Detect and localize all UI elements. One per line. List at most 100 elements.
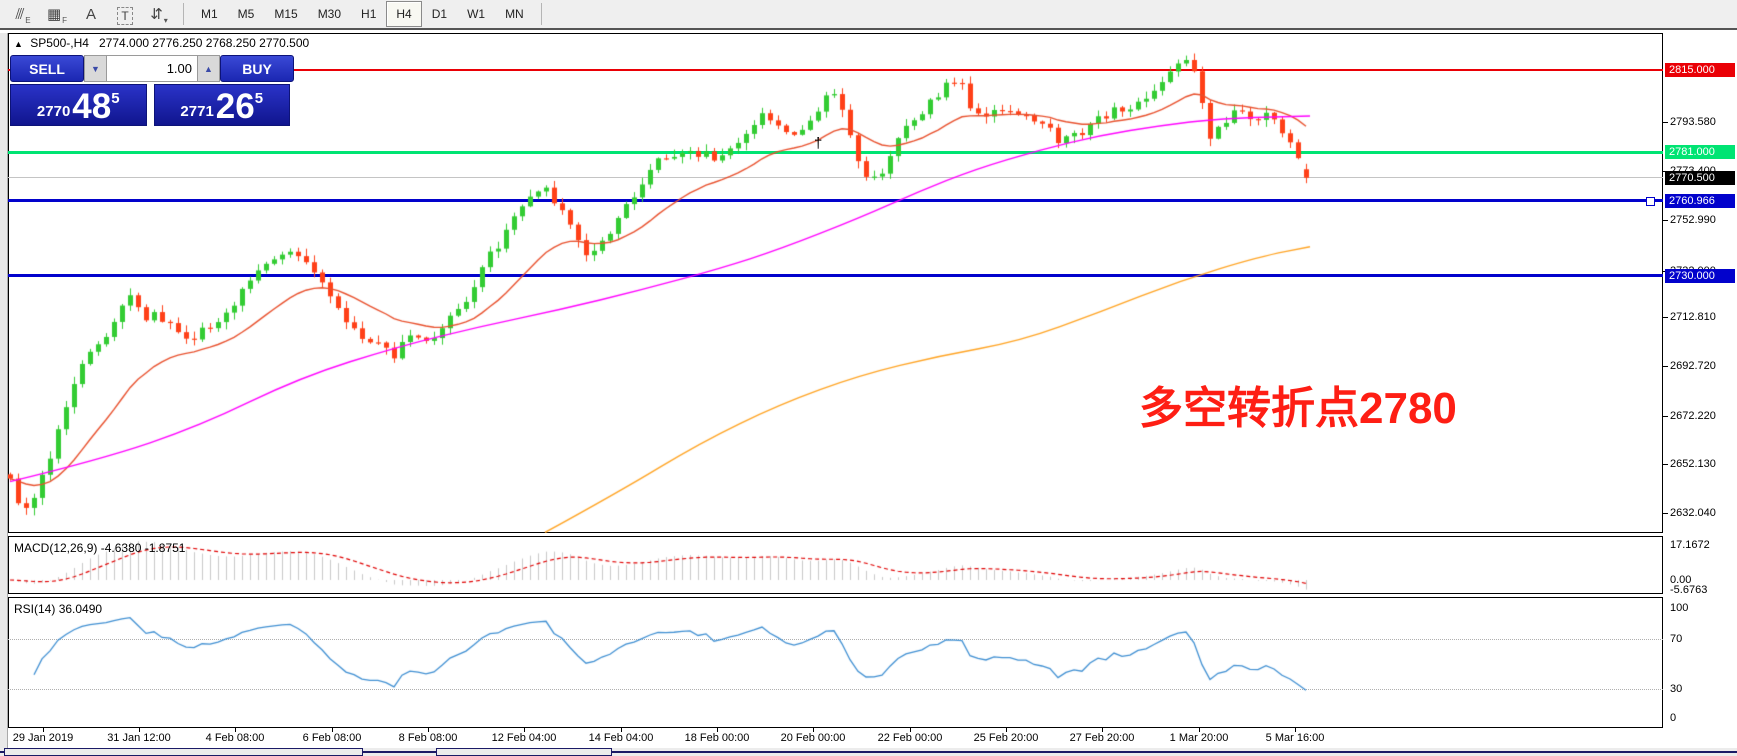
buy-price-big: 26: [215, 87, 255, 126]
timeframe-D1[interactable]: D1: [431, 7, 448, 21]
timeframe-M30[interactable]: M30: [317, 7, 342, 21]
macd-name: MACD(12,26,9): [14, 541, 98, 555]
chart-title: ▲ SP500-,H4 2774.000 2776.250 2768.250 2…: [14, 36, 309, 50]
cross-marker-icon[interactable]: †: [814, 135, 823, 152]
text-label-icon[interactable]: A: [85, 6, 96, 23]
price-tick-mark: [1663, 220, 1668, 222]
timeframe-M1[interactable]: M1: [201, 7, 218, 21]
time-label: 18 Feb 00:00: [684, 732, 750, 744]
buy-price-prefix: 2771: [180, 103, 214, 120]
sell-price-prefix: 2770: [36, 103, 71, 120]
trendline-handle[interactable]: [1646, 196, 1655, 206]
rsi-value: 36.0490: [58, 602, 103, 616]
sell-price-sup: 5: [111, 90, 120, 107]
buy-button[interactable]: BUY: [220, 55, 294, 82]
time-label: 27 Feb 20:00: [1069, 732, 1135, 744]
tab-bar-edge: [0, 751, 1737, 753]
window-left-border: [0, 33, 8, 748]
price-badge-2815.000: 2815.000: [1665, 63, 1735, 77]
volume-decrease-button[interactable]: ▼: [84, 55, 107, 82]
time-label: 12 Feb 04:00: [491, 732, 557, 744]
volume-input[interactable]: [107, 55, 197, 82]
fibonacci-grid-icon[interactable]: ▦ F: [46, 6, 68, 25]
macd-scale-label: 17.1672: [1670, 539, 1710, 551]
timeframe-MN[interactable]: MN: [505, 7, 524, 21]
sell-price-display[interactable]: 2770 48 5: [10, 84, 147, 126]
price-tick-mark: [1663, 317, 1668, 319]
draw-trendlines-icon[interactable]: ⫻ E: [15, 6, 31, 25]
time-tick-mark: [1199, 728, 1200, 732]
timeframe-group: M1 M5 M15 M30 H1 H4 D1 W1 MN: [191, 1, 534, 27]
time-label: 20 Feb 00:00: [780, 732, 846, 744]
chart-annotation-text[interactable]: 多空转折点2780: [1139, 384, 1457, 433]
rsi-scale-label: 30: [1670, 683, 1683, 695]
price-badge-2781.000: 2781.000: [1665, 145, 1735, 160]
timeframe-H1[interactable]: H1: [361, 7, 377, 21]
time-label: 1 Mar 20:00: [1169, 732, 1229, 744]
price-tick-label: 2652.130: [1670, 458, 1716, 471]
macd-canvas[interactable]: [8, 536, 1663, 594]
macd-indicator-label: MACD(12,26,9) -4.6380 -1.8751: [14, 541, 185, 555]
time-label: 5 Mar 16:00: [1265, 732, 1325, 744]
rsi-canvas[interactable]: [8, 597, 1663, 728]
price-tick-mark: [1663, 415, 1668, 417]
time-tick-mark: [43, 728, 44, 732]
time-tick-mark: [1006, 728, 1007, 732]
chart-tab[interactable]: [4, 748, 363, 756]
toolbar-separator: [540, 3, 542, 25]
rsi-scale-label: 100: [1670, 602, 1689, 614]
one-click-trade-panel: SELL ▼ ▲ BUY 2770 48 5 2771 26 5: [10, 55, 294, 126]
time-label: 29 Jan 2019: [12, 732, 74, 744]
macd-scale-label: 0.00: [1670, 574, 1692, 586]
macd-scale-label: -5.6763: [1670, 584, 1708, 596]
rsi-indicator-label: RSI(14) 36.0490: [14, 602, 102, 616]
price-tick-label: 2752.990: [1670, 214, 1716, 227]
macd-value-signal: -1.8751: [144, 541, 186, 555]
time-tick-mark: [813, 728, 814, 732]
price-tick-label: 2632.040: [1670, 507, 1716, 519]
price-badge-2730.000: 2730.000: [1665, 268, 1735, 283]
time-label: 31 Jan 12:00: [107, 732, 171, 744]
time-tick-mark: [428, 728, 429, 732]
sell-button[interactable]: SELL: [10, 55, 84, 82]
buy-price-sup: 5: [254, 90, 264, 107]
price-tick-label: 2793.580: [1670, 115, 1716, 128]
buy-price-display[interactable]: 2771 26 5: [153, 84, 290, 126]
time-tick-mark: [524, 728, 525, 732]
rsi-scale-label: 0: [1670, 712, 1677, 724]
time-label: 25 Feb 20:00: [973, 732, 1039, 744]
price-badge-2760.966: 2760.966: [1665, 193, 1735, 208]
volume-increase-button[interactable]: ▲: [197, 55, 220, 82]
timeframe-M15[interactable]: M15: [274, 7, 298, 21]
time-label: 22 Feb 00:00: [877, 732, 943, 744]
arrows-tool-icon[interactable]: ⇵ ▾: [150, 6, 168, 25]
time-tick-mark: [332, 728, 333, 732]
text-box-icon[interactable]: T: [111, 3, 139, 25]
time-tick-mark: [717, 728, 718, 732]
rsi-name: RSI(14): [14, 602, 56, 616]
price-tick-mark: [1663, 464, 1668, 466]
drawing-tools-group: ⫻ E ▦ F A T ⇵ ▾: [6, 3, 176, 25]
time-tick-mark: [235, 728, 236, 732]
rsi-scale-label: 70: [1670, 633, 1683, 645]
time-label: 4 Feb 08:00: [205, 732, 265, 744]
timeframe-M5[interactable]: M5: [237, 7, 255, 21]
time-label: 6 Feb 08:00: [302, 732, 362, 744]
time-tick-mark: [1102, 728, 1103, 732]
toolbar-separator: [183, 3, 184, 25]
time-tick-mark: [621, 728, 622, 732]
toolbar: ⫻ E ▦ F A T ⇵ ▾ M1 M5 M15 M30 H1 H4 D1 W1 MN: [0, 0, 1737, 30]
timeframe-H4[interactable]: H4: [386, 1, 422, 27]
price-tick-label: 2692.720: [1670, 360, 1716, 373]
time-tick-mark: [1295, 728, 1296, 732]
ohlc-values: 2774.000 2776.250 2768.250 2770.500: [99, 36, 310, 50]
macd-value-main: -4.6380: [100, 541, 142, 555]
time-tick-mark: [139, 728, 140, 732]
chart-tab[interactable]: [436, 748, 612, 756]
price-tick-label: 2672.220: [1670, 409, 1716, 422]
price-badge-2770.500: 2770.500: [1665, 170, 1735, 185]
time-label: 14 Feb 04:00: [588, 732, 654, 744]
price-tick-mark: [1663, 513, 1668, 514]
timeframe-W1[interactable]: W1: [467, 7, 486, 21]
collapse-arrow-icon[interactable]: ▲: [14, 39, 23, 49]
